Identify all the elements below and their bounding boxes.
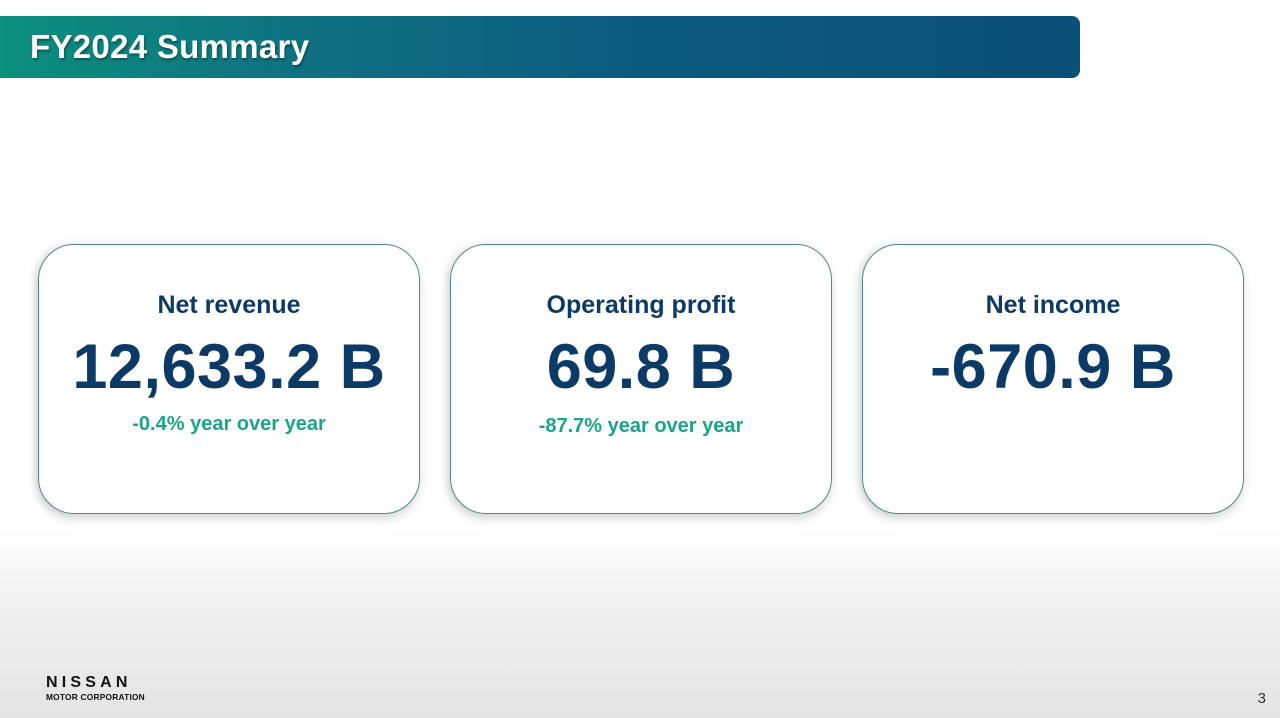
- slide-title: FY2024 Summary: [30, 28, 310, 65]
- operating-profit-card: Operating profit 69.8 B -87.7% year over…: [450, 244, 832, 514]
- net-revenue-card: Net revenue 12,633.2 B -0.4% year over y…: [38, 244, 420, 514]
- net-income-card: Net income -670.9 B: [862, 244, 1244, 514]
- card-change: -0.4% year over year: [132, 413, 326, 435]
- title-bar: FY2024 Summary: [0, 16, 1080, 78]
- logo-brand: NISSAN: [46, 674, 132, 691]
- card-label: Net income: [985, 291, 1121, 319]
- card-value: 69.8 B: [546, 332, 736, 402]
- card-label: Operating profit: [546, 291, 736, 319]
- card-value: -670.9 B: [930, 332, 1176, 402]
- card-change: -87.7% year over year: [538, 415, 744, 437]
- card-value: 12,633.2 B: [72, 332, 386, 402]
- page-number: 3: [1257, 690, 1266, 707]
- nissan-logo: NISSAN MOTOR CORPORATION: [46, 674, 156, 702]
- logo-subtitle: MOTOR CORPORATION: [46, 692, 145, 702]
- card-label: Net revenue: [157, 291, 301, 319]
